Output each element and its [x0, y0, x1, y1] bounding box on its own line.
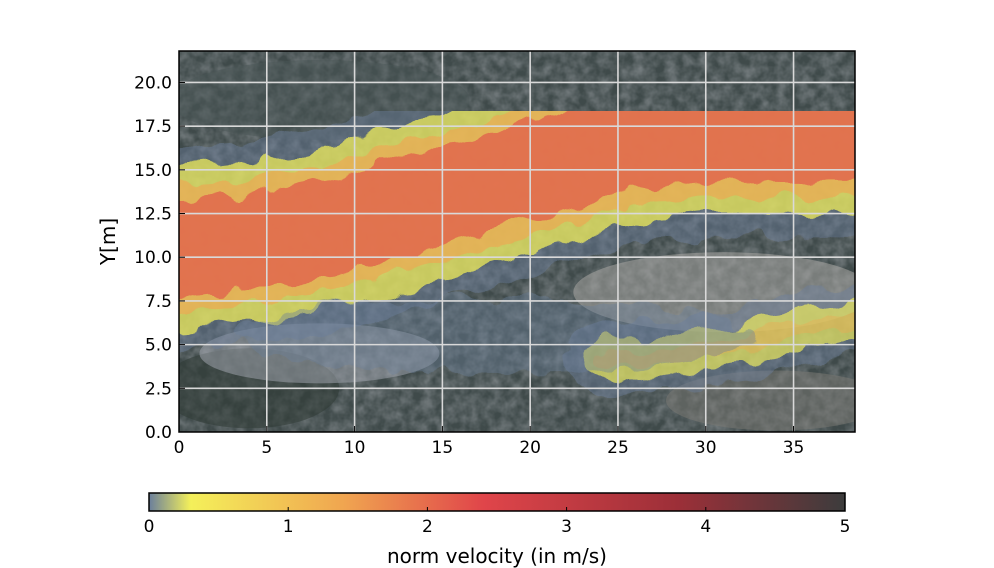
y-tick-label: 12.5 [134, 205, 172, 225]
colorbar-label: norm velocity (in m/s) [387, 544, 607, 568]
y-tick-label: 17.5 [134, 117, 172, 137]
y-tick-label: 0.0 [145, 423, 172, 443]
x-axis: 0 5 10 15 20 25 30 35 [174, 426, 805, 458]
colorbar-tick-label: 0 [144, 517, 155, 537]
y-axis: 0.0 2.5 5.0 7.5 10.0 12.5 15.0 17.5 20.0 [134, 73, 185, 443]
plot-frame [178, 50, 856, 433]
colorbar-gradient [148, 492, 846, 512]
x-tick-label: 25 [607, 438, 629, 458]
y-tick-label: 5.0 [145, 336, 172, 356]
y-tick-label: 10.0 [134, 248, 172, 268]
x-tick-label: 5 [261, 438, 272, 458]
y-tick-label: 2.5 [145, 379, 172, 399]
colorbar: 0 1 2 3 4 5 norm velocity (in m/s) [144, 492, 851, 568]
colorbar-tick-label: 1 [283, 517, 294, 537]
plot-area [179, 51, 855, 432]
gravel-bar-lower [666, 370, 855, 431]
colorbar-tick-label: 3 [561, 517, 572, 537]
grid [179, 51, 855, 432]
colorbar-ticks: 0 1 2 3 4 5 [144, 507, 851, 537]
y-tick-label: 20.0 [134, 73, 172, 93]
y-tick-label: 7.5 [145, 292, 172, 312]
slow-zone [235, 297, 756, 374]
x-tick-label: 0 [174, 438, 185, 458]
y-axis-label: Y[m] [96, 218, 120, 266]
colorbar-tick-label: 2 [422, 517, 433, 537]
colorbar-tick-label: 5 [840, 517, 851, 537]
y-tick-label: 15.0 [134, 161, 172, 181]
x-tick-label: 15 [432, 438, 454, 458]
colorbar-tick-label: 4 [700, 517, 711, 537]
x-tick-label: 30 [695, 438, 717, 458]
x-tick-label: 20 [519, 438, 541, 458]
x-tick-label: 10 [344, 438, 366, 458]
x-tick-label: 35 [783, 438, 805, 458]
